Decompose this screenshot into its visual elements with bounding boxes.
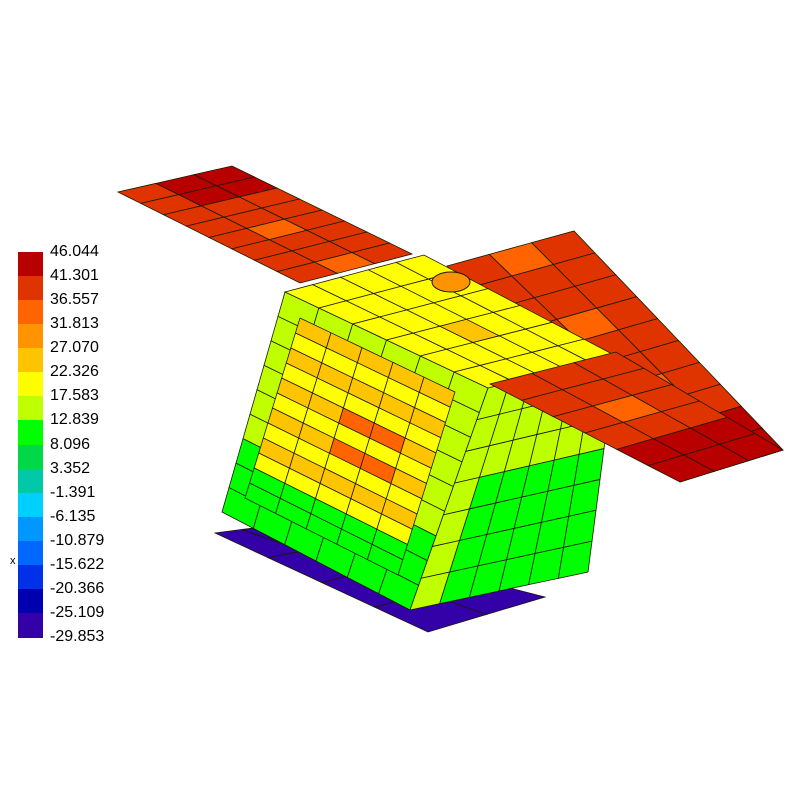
antenna-disc [431, 271, 471, 293]
legend-label: -20.366 [50, 579, 105, 597]
legend-label: -6.135 [50, 507, 96, 525]
legend-label: 12.839 [50, 411, 99, 429]
legend-band [18, 468, 43, 494]
legend-label: 8.096 [50, 435, 91, 453]
legend-label: 27.070 [50, 339, 99, 357]
legend-label: -25.109 [50, 603, 105, 621]
legend-band [18, 276, 43, 301]
legend-band [18, 348, 43, 373]
legend-band [18, 612, 43, 638]
legend-label: 22.326 [50, 363, 99, 381]
legend-band [18, 444, 43, 470]
legend-band [18, 300, 43, 325]
side-face-element [557, 540, 593, 579]
legend-band [18, 540, 43, 566]
legend-label: 36.557 [50, 291, 99, 309]
legend-label: 31.813 [50, 315, 99, 333]
legend-label: -15.622 [50, 555, 105, 573]
legend-label: -1.391 [50, 483, 96, 501]
legend-band [18, 492, 43, 518]
legend-label: -10.879 [50, 531, 105, 549]
solar-panel-left-element [350, 242, 414, 265]
legend-label: 3.352 [50, 459, 91, 477]
internal-shelf-element [366, 543, 404, 576]
legend-label: -29.853 [50, 628, 105, 645]
legend-band [18, 252, 43, 277]
legend-band [18, 324, 43, 349]
axis-label: x [10, 555, 16, 567]
legend-label: 41.301 [50, 267, 99, 285]
legend-band [18, 372, 43, 397]
legend-band [18, 420, 43, 445]
legend-band [18, 564, 43, 590]
legend-label: 17.583 [50, 387, 99, 405]
legend-band [18, 516, 43, 542]
solar-panel-right-element [718, 433, 784, 462]
legend-label: 46.044 [50, 243, 99, 260]
legend-band [18, 588, 43, 614]
legend-band [18, 396, 43, 421]
